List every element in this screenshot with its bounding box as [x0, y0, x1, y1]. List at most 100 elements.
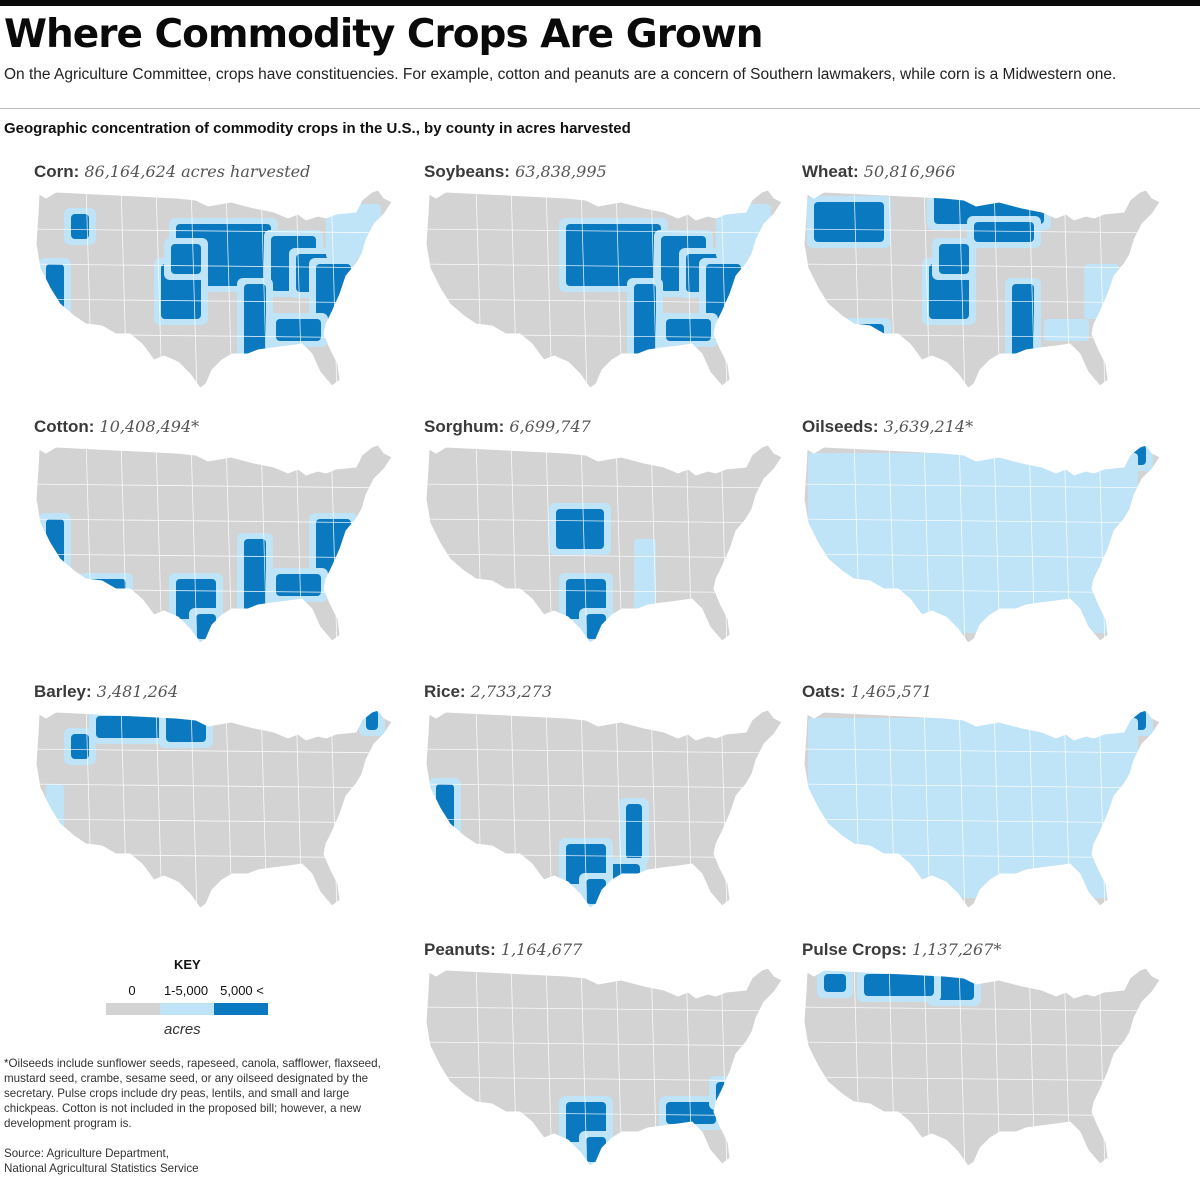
region-california	[436, 784, 454, 834]
key-swatch-zero	[106, 1003, 160, 1015]
crop-name: Wheat:	[802, 162, 859, 181]
acres-harvested: 2,733,273	[465, 682, 553, 701]
acres-harvested: 63,838,995	[509, 162, 607, 181]
us-county-map	[425, 189, 783, 389]
crop-name: Soybeans:	[424, 162, 510, 181]
region-maine	[366, 710, 378, 730]
region-halo	[827, 318, 891, 352]
region-southeast	[276, 574, 321, 596]
map-panel-corn: Corn: 86,164,624 acres harvested	[26, 162, 406, 420]
map-panel-pulse-crops: Pulse Crops: 1,137,267*	[794, 940, 1174, 1198]
map-panel-oilseeds: Oilseeds: 3,639,214*	[794, 417, 1174, 675]
source-note: Source: Agriculture Department, National…	[4, 1146, 199, 1176]
us-county-map	[803, 189, 1161, 389]
us-outline	[36, 710, 392, 908]
footnote: *Oilseeds include sunflower seeds, rapes…	[4, 1057, 381, 1130]
region-national	[808, 453, 1138, 633]
region-mississippi-delta	[634, 284, 656, 359]
crop-name: Oats:	[802, 682, 846, 701]
region-southeast	[276, 319, 321, 341]
map-label: Barley: 3,481,264	[34, 682, 178, 702]
us-county-map	[35, 444, 393, 644]
map-panel-peanuts: Peanuts: 1,164,677	[416, 940, 796, 1198]
acres-harvested: 3,481,264	[91, 682, 179, 701]
divider	[0, 108, 1200, 109]
map-panel-rice: Rice: 2,733,273	[416, 682, 796, 940]
page-subtitle: On the Agriculture Committee, crops have…	[4, 66, 1117, 83]
source-line-1: Source: Agriculture Department,	[4, 1147, 169, 1160]
us-county-map	[803, 709, 1161, 909]
acres-harvested: 1,465,571	[845, 682, 932, 701]
map-label: Oats: 1,465,571	[802, 682, 932, 702]
acres-harvested: 3,639,214*	[878, 417, 974, 436]
region-northern-plains	[974, 222, 1034, 242]
map-panel-cotton: Cotton: 10,408,494*	[26, 417, 406, 675]
map-label: Wheat: 50,816,966	[802, 162, 955, 182]
crop-name: Peanuts:	[424, 940, 496, 959]
region-pacific-northwest	[814, 202, 884, 242]
region-mississippi-delta	[244, 539, 266, 614]
map-panel-wheat: Wheat: 50,816,966	[794, 162, 1174, 420]
map-panel-oats: Oats: 1,465,571	[794, 682, 1174, 940]
map-panel-barley: Barley: 3,481,264	[26, 682, 406, 940]
map-panel-sorghum: Sorghum: 6,699,747	[416, 417, 796, 675]
region-mississippi-delta	[244, 284, 266, 359]
region-arkansas	[626, 804, 642, 859]
acres-harvested: 6,699,747	[504, 417, 591, 436]
region-mississippi-delta	[1012, 284, 1034, 359]
crop-name: Corn:	[34, 162, 80, 181]
region-california	[46, 264, 64, 314]
key-swatch-low	[160, 1003, 214, 1015]
region-kansas	[556, 509, 604, 549]
acres-harvested: 86,164,624 acres harvested	[79, 162, 311, 181]
crop-name: Barley:	[34, 682, 92, 701]
region-california	[46, 519, 64, 569]
region-texas	[586, 1137, 606, 1162]
key-swatch-high	[214, 1003, 268, 1015]
region-texas	[586, 614, 606, 639]
acres-harvested: 50,816,966	[858, 162, 956, 181]
crop-name: Cotton:	[34, 417, 95, 436]
crop-name: Rice:	[424, 682, 466, 701]
region-idaho	[71, 214, 89, 239]
us-county-map	[803, 967, 1161, 1167]
us-outline	[426, 710, 782, 908]
region-montana	[864, 974, 934, 996]
us-county-map	[803, 444, 1161, 644]
region-idaho	[71, 734, 89, 759]
crop-name: Sorghum:	[424, 417, 505, 436]
top-rule	[0, 0, 1200, 6]
region-halo	[709, 1076, 739, 1110]
region-montana	[96, 716, 166, 738]
key-label-high: 5,000 <	[220, 983, 264, 998]
us-outline	[804, 968, 1160, 1166]
map-label: Rice: 2,733,273	[424, 682, 552, 702]
us-county-map	[425, 709, 783, 909]
map-label: Pulse Crops: 1,137,267*	[802, 940, 1001, 960]
region-texas	[196, 614, 216, 639]
crop-name: Oilseeds:	[802, 417, 879, 436]
region-california	[46, 784, 64, 834]
region-great-plains	[939, 244, 969, 274]
section-heading: Geographic concentration of commodity cr…	[4, 120, 631, 137]
map-label: Corn: 86,164,624 acres harvested	[34, 162, 310, 182]
key-unit: acres	[164, 1021, 201, 1038]
key-title: KEY	[174, 957, 201, 972]
us-county-map	[35, 709, 393, 909]
map-label: Oilseeds: 3,639,214*	[802, 417, 973, 437]
region-southeast	[666, 319, 711, 341]
page-title: Where Commodity Crops Are Grown	[4, 12, 764, 57]
crop-name: Pulse Crops:	[802, 940, 907, 959]
map-panel-soybeans: Soybeans: 63,838,995	[416, 162, 796, 420]
region-north-dakota	[166, 712, 206, 742]
region-southwest	[834, 324, 884, 346]
region-great-plains	[171, 244, 201, 274]
map-label: Cotton: 10,408,494*	[34, 417, 199, 437]
key-label-zero: 0	[128, 983, 136, 998]
us-county-map	[35, 189, 393, 389]
map-label: Soybeans: 63,838,995	[424, 162, 607, 182]
map-label: Sorghum: 6,699,747	[424, 417, 591, 437]
region-georgia	[666, 1102, 716, 1124]
region-texas	[586, 879, 606, 904]
acres-harvested: 10,408,494*	[94, 417, 200, 436]
